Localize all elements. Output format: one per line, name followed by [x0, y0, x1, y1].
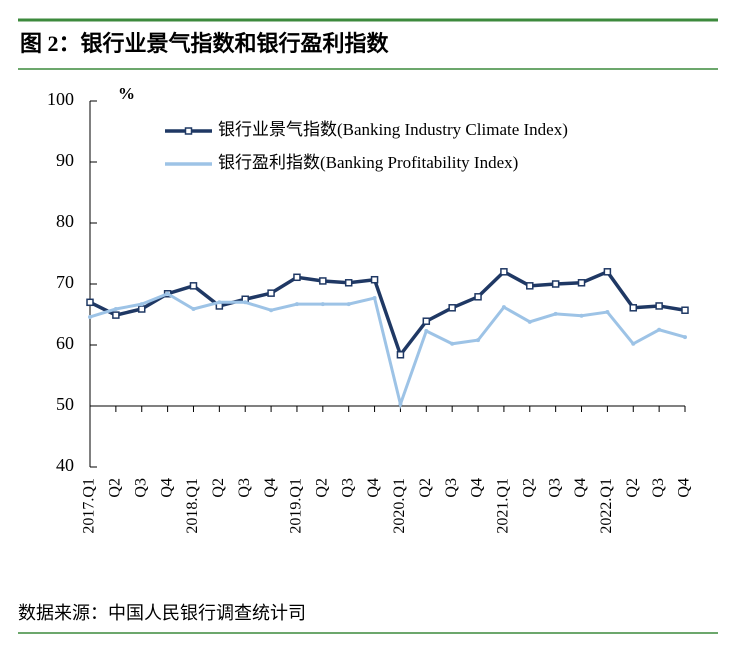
x-tick-label: Q2: [417, 478, 434, 498]
x-tick-label: Q2: [624, 478, 641, 498]
marker: [657, 327, 662, 332]
x-tick-label: 2021.Q1: [495, 478, 512, 534]
marker: [165, 291, 170, 296]
x-tick-label: Q3: [546, 478, 563, 498]
y-tick-label: 40: [56, 455, 74, 475]
marker: [527, 319, 532, 324]
x-tick-label: Q4: [262, 478, 279, 498]
chart-title: 图 2：银行业景气指数和银行盈利指数: [20, 31, 390, 56]
x-tick-label: 2019.Q1: [288, 478, 305, 534]
marker: [605, 310, 610, 315]
x-tick-label: Q3: [236, 478, 253, 498]
marker: [396, 351, 405, 359]
marker: [579, 313, 584, 318]
x-tick-label: Q3: [339, 478, 356, 498]
series-line: [89, 292, 686, 410]
x-tick-label: Q3: [132, 478, 149, 498]
marker: [294, 302, 299, 307]
source: 数据来源：中国人民银行调查统计司: [18, 603, 306, 623]
x-tick-label: 2022.Q1: [598, 478, 615, 534]
series-line: [89, 269, 686, 359]
x-tick-label: Q2: [313, 478, 330, 498]
x-tick-label: 2017.Q1: [81, 478, 98, 534]
marker: [217, 300, 222, 305]
legend-label: 银行盈利指数(Banking Profitability Index): [218, 153, 518, 172]
marker: [243, 300, 248, 305]
marker: [551, 280, 560, 288]
marker: [320, 302, 325, 307]
x-tick-label: Q2: [210, 478, 227, 498]
y-axis-label: %: [118, 84, 135, 103]
legend-label: 银行业景气指数(Banking Industry Climate Index): [218, 120, 568, 139]
y-tick-label: 80: [56, 211, 74, 231]
marker: [370, 275, 379, 284]
marker: [603, 268, 612, 276]
marker: [474, 293, 482, 301]
marker: [346, 302, 351, 307]
marker: [372, 296, 377, 301]
y-tick-label: 90: [56, 150, 74, 170]
x-tick-label: Q3: [443, 478, 460, 498]
marker: [526, 282, 534, 290]
marker: [424, 328, 429, 333]
x-tick-label: Q4: [158, 478, 175, 498]
marker: [86, 298, 94, 307]
marker: [448, 304, 456, 312]
marker: [344, 279, 353, 287]
x-tick-label: 2020.Q1: [391, 478, 408, 534]
marker: [88, 314, 92, 319]
marker: [683, 335, 687, 340]
x-tick-label: Q3: [650, 478, 667, 498]
x-tick-label: Q4: [469, 478, 486, 498]
x-tick-label: Q2: [107, 478, 124, 498]
x-tick-label: Q2: [520, 478, 537, 498]
marker: [631, 341, 636, 346]
marker: [476, 338, 481, 343]
x-tick-label: 2018.Q1: [184, 478, 201, 534]
marker: [269, 308, 274, 313]
marker: [113, 307, 118, 312]
x-tick-label: Q4: [365, 478, 382, 498]
x-tick-label: Q4: [676, 478, 693, 498]
legend-marker: [184, 127, 193, 135]
marker: [112, 311, 120, 319]
marker: [553, 311, 558, 316]
marker: [501, 305, 506, 310]
marker: [577, 279, 586, 287]
marker: [293, 273, 301, 282]
marker: [450, 341, 455, 346]
marker: [137, 305, 146, 313]
marker: [267, 289, 275, 297]
marker: [681, 306, 689, 314]
y-tick-label: 60: [56, 333, 74, 353]
y-tick-label: 70: [56, 272, 74, 292]
marker: [655, 302, 663, 310]
marker: [139, 302, 144, 307]
marker: [398, 402, 403, 407]
y-tick-label: 100: [47, 89, 74, 109]
marker: [189, 282, 198, 290]
y-tick-label: 50: [56, 394, 74, 414]
x-tick-label: Q4: [572, 478, 589, 498]
marker: [500, 268, 508, 276]
marker: [319, 277, 327, 285]
marker: [191, 307, 196, 312]
marker: [422, 317, 431, 325]
marker: [629, 304, 638, 312]
